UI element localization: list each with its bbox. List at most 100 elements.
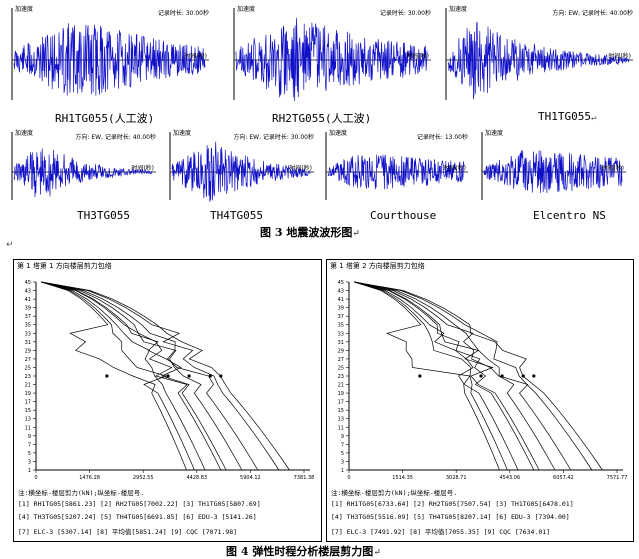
floor-tick-label: 33 bbox=[338, 331, 344, 337]
shear-panel-title: 第 1 塔第 2 方向楼层剪力包络 bbox=[330, 262, 425, 270]
floor-tick-label: 33 bbox=[25, 331, 31, 337]
figure3-caption: 图 3 地震波波形图↵ bbox=[260, 224, 360, 240]
shear-curve bbox=[41, 281, 187, 471]
floor-tick-label: 45 bbox=[338, 280, 344, 286]
wave-panel-th3: 加速度方向: EW, 记录时长: 40.00秒时间(秒) bbox=[8, 128, 160, 204]
shear-marker bbox=[187, 374, 191, 378]
waveform-svg bbox=[11, 132, 156, 200]
floor-tick-label: 11 bbox=[25, 425, 31, 431]
floor-tick-label: 39 bbox=[25, 306, 31, 312]
wave-panel-rh2: 加速度 记录时长: 30.00秒 时间(秒) bbox=[230, 4, 435, 104]
floor-tick-label: 23 bbox=[338, 374, 344, 380]
wave-title-th3: TH3TG055 bbox=[77, 209, 130, 222]
wave-info: 记录时长: 13.00秒 bbox=[416, 134, 468, 141]
wave-panel-rh1: 加速度 记录时长: 30.00秒 时间(秒) bbox=[8, 4, 213, 104]
floor-tick-label: 35 bbox=[338, 323, 344, 329]
legend-row: [7] ELC-3 [5307.14] [8] 平均值[5851.24] [9]… bbox=[18, 528, 238, 536]
wave-xlabel: 时间(秒) bbox=[601, 165, 624, 172]
x-tick-label: 4428.83 bbox=[186, 475, 207, 481]
waveform-svg bbox=[233, 8, 431, 101]
wave-title-courthouse: Courthouse bbox=[370, 209, 437, 222]
wave-xlabel: 时间(秒) bbox=[131, 165, 154, 172]
shear-curve bbox=[354, 281, 508, 471]
shear-marker bbox=[500, 374, 504, 378]
wave-title-elcentro: Elcentro NS bbox=[533, 209, 606, 222]
legend-row: [1] RH1TG05[6733.64] [2] RH2TG05[7507.54… bbox=[331, 500, 574, 508]
floor-tick-label: 17 bbox=[25, 400, 31, 406]
floor-tick-label: 43 bbox=[338, 289, 344, 295]
floor-tick-label: 15 bbox=[338, 408, 344, 414]
floor-tick-label: 25 bbox=[338, 365, 344, 371]
shear-curve bbox=[354, 281, 603, 471]
shear-curve bbox=[41, 281, 243, 471]
floor-tick-label: 7 bbox=[341, 442, 344, 448]
shear-marker bbox=[219, 374, 223, 378]
shear-curve bbox=[354, 281, 572, 471]
wave-info: 方向: EW, 记录时长: 40.00秒 bbox=[75, 134, 156, 141]
shear-curve bbox=[354, 281, 500, 471]
floor-tick-label: 9 bbox=[341, 434, 344, 440]
waveform-svg bbox=[325, 132, 468, 200]
x-tick-label: 7571.77 bbox=[607, 475, 628, 481]
floor-tick-label: 23 bbox=[25, 374, 31, 380]
wave-xlabel: 时间(秒) bbox=[443, 165, 466, 172]
shear-panel-title: 第 1 塔第 1 方向楼层剪力包络 bbox=[17, 262, 112, 270]
wave-panel-th1: 加速度方向: EW, 记录时长: 40.00秒时间(秒) bbox=[442, 4, 637, 104]
wave-ylabel: 加速度 bbox=[449, 6, 468, 13]
figure4-caption-text: 图 4 弹性时程分析楼层剪力图 bbox=[226, 545, 374, 558]
wave-panel-th4: 加速度方向: EW, 记录时长: 30.00秒时间(秒) bbox=[166, 128, 318, 204]
floor-tick-label: 29 bbox=[25, 348, 31, 354]
floor-tick-label: 5 bbox=[341, 451, 344, 457]
return-mark: ↵ bbox=[590, 113, 597, 123]
wave-title-th1: TH1TG055↵ bbox=[538, 110, 596, 123]
shear-curve bbox=[41, 281, 280, 471]
waveform-trace bbox=[327, 154, 465, 190]
wave-xlabel: 时间(秒) bbox=[289, 165, 312, 172]
shear-note: 注:横坐标-楼层剪力(kN);纵坐标-楼层号. bbox=[18, 489, 145, 497]
floor-tick-label: 1 bbox=[28, 468, 31, 474]
return-mark: ↵ bbox=[352, 229, 360, 239]
shear-panel-dir1: 第 1 塔第 1 方向楼层剪力包络 45 43 41 39 37 35 33 31 29 27 25… bbox=[13, 259, 322, 542]
wave-info: 方向: EW, 记录时长: 30.00秒 bbox=[233, 134, 314, 141]
shear-panel-dir2: 第 1 塔第 2 方向楼层剪力包络 45 43 41 39 37 35 33 31 29 27 25… bbox=[326, 259, 634, 542]
wave-ylabel: 加速度 bbox=[485, 130, 504, 137]
shear-curve bbox=[354, 281, 540, 471]
shear-marker bbox=[521, 374, 525, 378]
shear-curve bbox=[354, 281, 535, 471]
shear-plot-dir2: 4543413937353331292725232119171513119753… bbox=[338, 280, 628, 481]
wave-xlabel: 时间(秒) bbox=[608, 53, 631, 60]
x-tick-label: 0 bbox=[34, 475, 37, 481]
floor-tick-label: 1 bbox=[341, 468, 344, 474]
figure4-caption: 图 4 弹性时程分析楼层剪力图↵ bbox=[226, 543, 381, 559]
floor-tick-label: 39 bbox=[338, 306, 344, 312]
wave-title-rh2: RH2TG055(人工波) bbox=[272, 112, 372, 125]
waveform-svg bbox=[11, 8, 209, 100]
wave-info: 方向: EW, 记录时长: 40.00秒 bbox=[552, 10, 633, 17]
floor-tick-label: 41 bbox=[338, 297, 344, 303]
x-tick-label: 4543.06 bbox=[499, 475, 520, 481]
waveform-svg bbox=[445, 8, 633, 100]
floor-tick-label: 21 bbox=[25, 383, 31, 389]
x-tick-label: 6057.42 bbox=[553, 475, 574, 481]
floor-tick-label: 21 bbox=[338, 383, 344, 389]
floor-tick-label: 9 bbox=[28, 434, 31, 440]
floor-tick-label: 25 bbox=[25, 365, 31, 371]
waveform-svg bbox=[169, 132, 314, 202]
shear-curve bbox=[41, 281, 222, 471]
floor-tick-label: 19 bbox=[25, 391, 31, 397]
floor-tick-label: 11 bbox=[338, 425, 344, 431]
floor-tick-label: 43 bbox=[25, 289, 31, 295]
x-tick-label: 2952.55 bbox=[133, 475, 154, 481]
wave-ylabel: 加速度 bbox=[329, 130, 348, 137]
wave-ylabel: 加速度 bbox=[15, 130, 34, 137]
wave-panel-elcentro: 加速度时间(秒) bbox=[478, 128, 630, 204]
legend-row: [4] TH3TG05[5207.24] [5] TH4TG05[6691.85… bbox=[18, 513, 257, 521]
wave-ylabel: 加速度 bbox=[15, 6, 34, 13]
floor-tick-label: 41 bbox=[25, 297, 31, 303]
x-tick-label: 7381.38 bbox=[294, 475, 315, 481]
wave-ylabel: 加速度 bbox=[173, 130, 192, 137]
waveform-trace bbox=[13, 23, 206, 96]
floor-tick-label: 37 bbox=[338, 314, 344, 320]
shear-marker bbox=[479, 374, 483, 378]
wave-title-th4: TH4TG055 bbox=[210, 209, 263, 222]
